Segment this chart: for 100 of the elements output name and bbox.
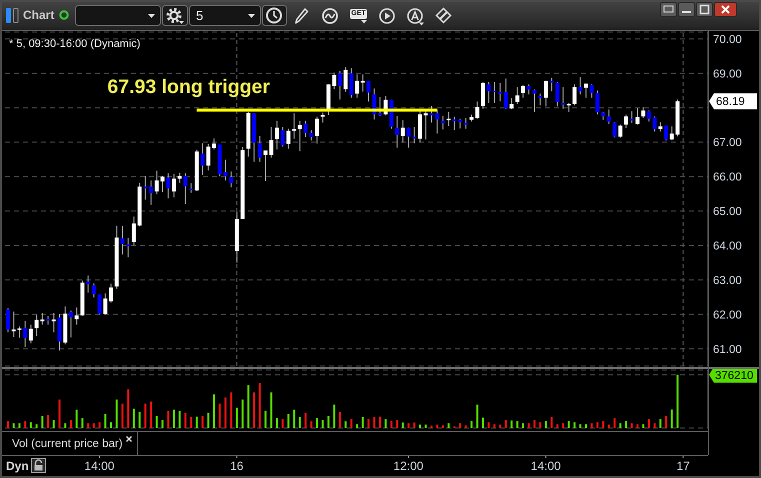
candlestick bbox=[6, 308, 10, 333]
y-tick-label: 70.00 bbox=[713, 34, 742, 46]
bar bbox=[258, 383, 261, 428]
candlestick bbox=[86, 274, 90, 294]
annotation: 67.93 long trigger bbox=[107, 76, 270, 98]
bar bbox=[218, 404, 221, 428]
x-tick-label: 17 bbox=[676, 459, 690, 473]
y-tick-label: 65.00 bbox=[713, 206, 742, 218]
candlestick bbox=[658, 122, 662, 132]
bar bbox=[293, 410, 296, 428]
candlestick bbox=[17, 326, 22, 338]
x-tick-label: 14:00 bbox=[530, 459, 562, 473]
candlestick bbox=[584, 83, 588, 98]
bar bbox=[172, 410, 175, 428]
candlestick bbox=[349, 68, 354, 98]
bar bbox=[264, 410, 267, 428]
candlestick bbox=[166, 172, 170, 199]
bar bbox=[630, 423, 633, 428]
bar bbox=[470, 421, 473, 428]
bar bbox=[413, 422, 416, 428]
bar bbox=[190, 416, 192, 428]
bar bbox=[41, 416, 44, 428]
bar bbox=[282, 419, 284, 428]
bar bbox=[362, 416, 364, 428]
bar bbox=[574, 422, 576, 428]
bar bbox=[92, 423, 95, 428]
bar bbox=[338, 412, 341, 428]
candlestick bbox=[315, 116, 320, 144]
bar bbox=[162, 420, 164, 428]
bar bbox=[276, 418, 278, 428]
bar bbox=[287, 414, 290, 428]
bar bbox=[368, 419, 370, 428]
text: * 5, 09:30-16:00 (Dynamic) bbox=[9, 37, 140, 51]
bar bbox=[373, 416, 376, 428]
bar bbox=[625, 421, 628, 428]
bar bbox=[110, 422, 112, 428]
bar bbox=[476, 404, 478, 428]
candlestick bbox=[664, 125, 668, 141]
candlestick bbox=[480, 81, 485, 110]
candlestick bbox=[229, 170, 234, 188]
candlestick bbox=[475, 101, 480, 120]
candlestick bbox=[492, 81, 496, 104]
bar bbox=[442, 425, 444, 428]
bar bbox=[493, 424, 496, 428]
bar bbox=[584, 424, 587, 428]
bar bbox=[121, 404, 124, 428]
candlestick bbox=[578, 76, 582, 95]
candlestick bbox=[572, 84, 577, 106]
bar bbox=[402, 422, 404, 428]
candlestick bbox=[504, 78, 508, 110]
candlestick bbox=[258, 135, 262, 162]
bar bbox=[167, 410, 170, 428]
bar bbox=[596, 422, 598, 428]
candlestick bbox=[344, 66, 348, 92]
text: 5 bbox=[196, 8, 204, 23]
candlestick bbox=[98, 294, 102, 315]
bar bbox=[350, 419, 352, 428]
bar bbox=[236, 408, 238, 428]
bar bbox=[156, 416, 158, 428]
bar bbox=[178, 410, 181, 428]
bar bbox=[333, 404, 336, 428]
bar bbox=[384, 419, 387, 428]
bar bbox=[184, 412, 186, 428]
bar bbox=[18, 423, 20, 428]
candlestick bbox=[292, 112, 296, 140]
bar bbox=[253, 392, 256, 428]
candlestick bbox=[23, 320, 28, 348]
bar bbox=[127, 389, 130, 428]
candlestick bbox=[521, 84, 526, 98]
bar bbox=[213, 394, 216, 428]
candlestick bbox=[590, 84, 594, 98]
bar bbox=[7, 421, 9, 428]
x-tick-label: 14:00 bbox=[84, 459, 115, 473]
bar bbox=[499, 424, 502, 428]
y-tick-label: 66.00 bbox=[713, 172, 742, 184]
bar bbox=[98, 422, 101, 428]
bar bbox=[448, 423, 450, 428]
candlestick bbox=[172, 173, 176, 198]
bar bbox=[659, 419, 662, 428]
candlestick bbox=[532, 89, 536, 112]
bar bbox=[482, 418, 484, 428]
bar bbox=[642, 424, 644, 428]
bar bbox=[87, 423, 90, 428]
candlestick bbox=[298, 120, 302, 152]
bar bbox=[104, 414, 106, 428]
candlestick bbox=[189, 182, 194, 194]
bar bbox=[202, 416, 204, 428]
candlestick bbox=[526, 84, 531, 95]
candlestick bbox=[223, 159, 228, 181]
bar bbox=[76, 410, 78, 428]
candlestick bbox=[355, 74, 360, 98]
bar bbox=[568, 421, 570, 428]
candlestick bbox=[34, 314, 39, 337]
candlestick bbox=[280, 126, 285, 148]
candlestick bbox=[68, 310, 73, 338]
bar bbox=[30, 422, 32, 428]
bar bbox=[310, 421, 312, 428]
candlestick bbox=[28, 324, 33, 344]
text: Chart bbox=[23, 8, 54, 22]
bar bbox=[116, 400, 118, 428]
